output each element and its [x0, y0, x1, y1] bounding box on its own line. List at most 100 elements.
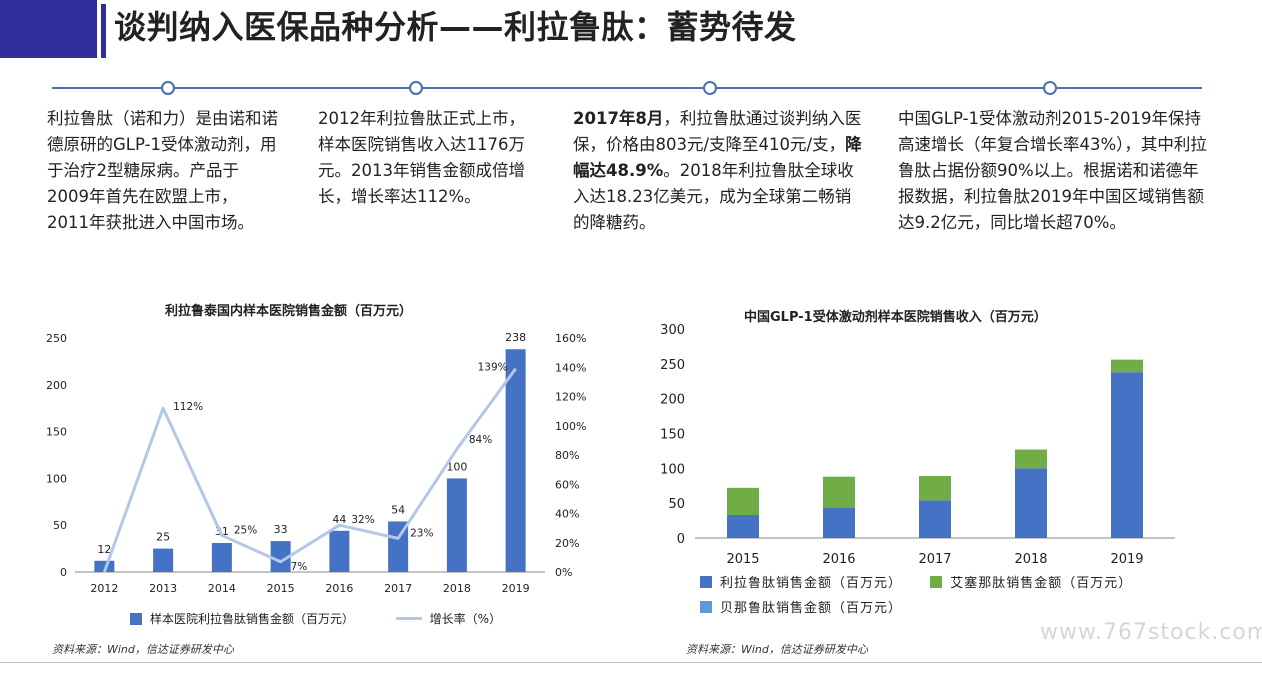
chart2-bar-segment	[727, 487, 759, 516]
chart2-legend-swatch-2	[930, 575, 943, 588]
chart2-legend-label-2: 艾塞那肽销售金额（百万元）	[950, 576, 1133, 591]
chart1-bar	[211, 542, 232, 572]
chart1-left-tick: 50	[53, 519, 67, 532]
chart2-y-tick: 300	[660, 323, 685, 338]
chart2-source: 资料来源：Wind，信达证券研发中心	[686, 643, 868, 656]
timeline-text-3-bold-mid: 降幅达48.9%	[573, 135, 862, 180]
chart1-growth-line	[102, 367, 517, 573]
watermark: www.767stock.com	[1040, 620, 1262, 645]
chart1-bar	[153, 548, 174, 572]
title-accent-bar	[101, 4, 106, 58]
chart2-x-tick: 2019	[1110, 552, 1143, 567]
chart1-bar-label: 100	[446, 460, 467, 473]
chart1-right-tick: 40%	[555, 508, 579, 521]
chart2-y-tick: 200	[660, 393, 685, 408]
chart2-bar-segment	[1015, 449, 1047, 469]
chart2-bar-segment	[1015, 468, 1047, 538]
timeline-line	[52, 87, 1202, 89]
chart2-y-tick: 250	[660, 358, 685, 373]
chart1-growth-label: 139%	[478, 362, 508, 374]
chart1-legend-bar-label: 样本医院利拉鲁肽销售金额（百万元）	[150, 612, 355, 626]
chart2-x-tick: 2016	[822, 552, 855, 567]
chart2-x-tick: 2018	[1014, 552, 1047, 567]
chart1-x-tick: 2013	[149, 582, 177, 595]
chart2-x-tick: 2017	[918, 552, 951, 567]
timeline-text-3-part-a: ，利拉鲁肽通过谈判纳入医保，价格由803元/支降至410元/支，	[573, 109, 862, 154]
chart1-x-tick: 2018	[443, 582, 471, 595]
chart2-bar-segment	[919, 475, 951, 501]
timeline-text-2: 2012年利拉鲁肽正式上市，样本医院销售收入达1176万元。2013年销售金额成…	[318, 109, 525, 206]
chart1-bar-label: 238	[505, 331, 526, 344]
chart1-right-tick: 0%	[555, 566, 572, 579]
chart2-legend-row1: 利拉鲁肽销售金额（百万元） 艾塞那肽销售金额（百万元）	[700, 572, 1132, 591]
chart2-title: 中国GLP-1受体激动剂样本医院销售收入（百万元）	[744, 310, 1047, 325]
chart2-bar-segment	[919, 500, 951, 538]
chart2-bar-segment	[727, 515, 759, 538]
timeline-dot-3	[703, 81, 717, 95]
chart1-growth-label: 32%	[351, 514, 374, 526]
chart2-legend-label-3: 贝那鲁肽销售金额（百万元）	[720, 601, 903, 616]
timeline-text-3: 2017年8月，利拉鲁肽通过谈判纳入医保，价格由803元/支降至410元/支，降…	[573, 106, 863, 236]
chart1-source: 资料来源：Wind，信达证券研发中心	[52, 643, 234, 656]
chart1-left-tick: 0	[60, 566, 67, 579]
chart1-right-tick: 140%	[555, 361, 586, 374]
chart1-right-tick: 120%	[555, 391, 586, 404]
chart1-legend-bar-swatch	[130, 612, 142, 625]
chart2-legend-row2: 贝那鲁肽销售金额（百万元）	[700, 597, 902, 616]
chart1-left-tick: 250	[46, 332, 67, 345]
chart2-legend-swatch-1	[700, 575, 712, 588]
chart1-x-tick: 2012	[90, 582, 118, 595]
chart1-growth-label: 25%	[234, 524, 257, 536]
chart1-bar	[94, 560, 115, 572]
chart1-growth-label: 84%	[469, 434, 492, 446]
chart2-y-tick: 0	[677, 532, 685, 547]
chart1-left-tick: 100	[46, 472, 67, 485]
chart2-legend-swatch-3	[700, 600, 712, 613]
chart1-left-tick: 200	[46, 379, 67, 392]
chart2-y-tick: 50	[668, 497, 685, 512]
timeline-dot-4	[1043, 81, 1057, 95]
chart2-legend-label-1: 利拉鲁肽销售金额（百万元）	[720, 576, 903, 591]
chart1-bar	[329, 530, 350, 572]
chart2-svg: 0 50 100 150 200 250 300 2015 2016 2017 2018 2019	[660, 323, 1175, 567]
chart1-bar	[270, 541, 291, 572]
chart1-bar-label: 25	[156, 531, 170, 544]
timeline-text-3-bold-lead: 2017年8月	[573, 109, 664, 128]
chart2-bar-segment	[1111, 359, 1143, 373]
chart1-growth-label: 112%	[173, 401, 203, 413]
chart1-legend: 样本医院利拉鲁肽销售金额（百万元） 增长率（%）	[130, 610, 501, 627]
title-accent-block	[0, 0, 97, 58]
chart2-bar-segment	[823, 507, 855, 538]
timeline-text-1: 利拉鲁肽（诺和力）是由诺和诺德原研的GLP-1受体激动剂，用于治疗2型糖尿病。产…	[47, 109, 278, 232]
chart1-bar-label: 44	[332, 513, 346, 526]
chart1-right-tick: 20%	[555, 537, 579, 550]
chart1-growth-label: 7%	[291, 561, 308, 573]
chart1-growth-label: 23%	[410, 527, 433, 539]
chart1-x-tick: 2017	[384, 582, 412, 595]
chart1-svg: 0 50 100 150 200 250 0% 20% 40% 60% 80% 100% 120% 140…	[46, 331, 586, 595]
chart2-bar-segment	[1111, 372, 1143, 538]
chart1-x-tick: 2014	[208, 582, 236, 595]
chart1-bar	[388, 521, 409, 572]
chart2-bar-segment	[823, 476, 855, 508]
timeline-text-3-part-b: 。2018年利拉鲁肽全球收入达18.23亿美元，成为全球第二畅销的降糖药。	[573, 161, 854, 232]
chart1-title: 利拉鲁泰国内样本医院销售金额（百万元）	[165, 304, 413, 319]
chart2-x-tick: 2015	[726, 552, 759, 567]
chart1-bar	[446, 478, 467, 572]
chart2-y-tick: 100	[660, 462, 685, 477]
chart1-x-tick: 2019	[502, 582, 530, 595]
page-title: 谈判纳入医保品种分析——利拉鲁肽：蓄势待发	[114, 8, 797, 46]
chart1-legend-line-label: 增长率（%）	[429, 612, 502, 626]
chart1-legend-line-swatch	[395, 617, 422, 620]
chart1-x-tick: 2016	[325, 582, 353, 595]
chart1-right-tick: 160%	[555, 332, 586, 345]
chart1-bar-label: 54	[391, 503, 405, 516]
chart1-bar	[505, 349, 526, 572]
chart1-x-tick: 2015	[267, 582, 295, 595]
bottom-divider	[0, 662, 1262, 663]
chart2-y-tick: 150	[660, 428, 685, 443]
timeline-dot-1	[161, 81, 175, 95]
chart1-bar-label: 12	[97, 543, 111, 556]
timeline-dot-2	[409, 81, 423, 95]
timeline-text-4: 中国GLP-1受体激动剂2015-2019年保持高速增长（年复合增长率43%），…	[898, 109, 1207, 232]
